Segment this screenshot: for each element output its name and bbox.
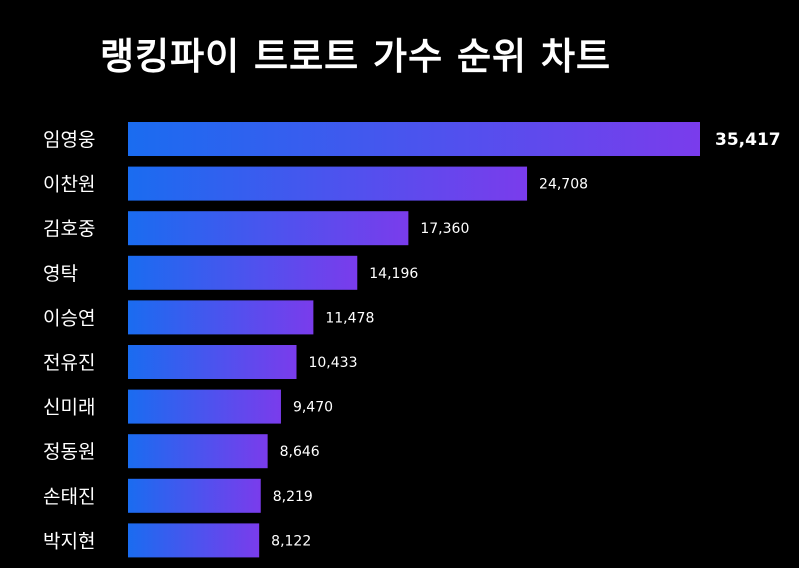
bar-9 [128,478,261,513]
category-label-8: 정동원 [43,441,95,463]
category-label-9: 손태진 [43,486,95,508]
value-label-10: 8,122 [271,533,311,549]
category-label-7: 신미래 [43,397,95,419]
value-label-1: 35,417 [715,130,781,150]
category-label-6: 전유진 [43,352,95,374]
value-label-2: 24,708 [539,177,588,193]
category-label-2: 이찬원 [43,174,95,196]
value-label-7: 9,470 [293,400,333,416]
category-label-1: 임영웅 [43,129,95,151]
bar-8 [128,434,268,469]
value-label-4: 14,196 [369,266,418,282]
value-label-5: 11,478 [325,310,374,326]
bar-6 [128,345,297,379]
category-label-4: 영탁 [43,263,78,285]
bar-4 [128,255,358,290]
value-label-6: 10,433 [308,355,357,371]
bar-10 [128,523,260,558]
bar-7 [128,389,281,424]
bar-2 [128,166,528,201]
value-label-3: 17,360 [420,221,469,237]
value-label-9: 8,219 [273,489,313,505]
category-label-10: 박지현 [43,530,95,552]
value-label-8: 8,646 [280,444,320,460]
bar-3 [128,211,409,246]
chart-title: 랭킹파이 트로트 가수 순위 차트 [100,35,612,78]
bars-group: 임영웅 35,417 이찬원 24,708 김호중 17,360 영탁 14,196 이승연 11… [43,122,781,558]
category-label-3: 김호중 [43,218,95,240]
bar-1 [128,122,700,156]
bar-5 [128,300,314,335]
category-label-5: 이승연 [43,307,95,329]
